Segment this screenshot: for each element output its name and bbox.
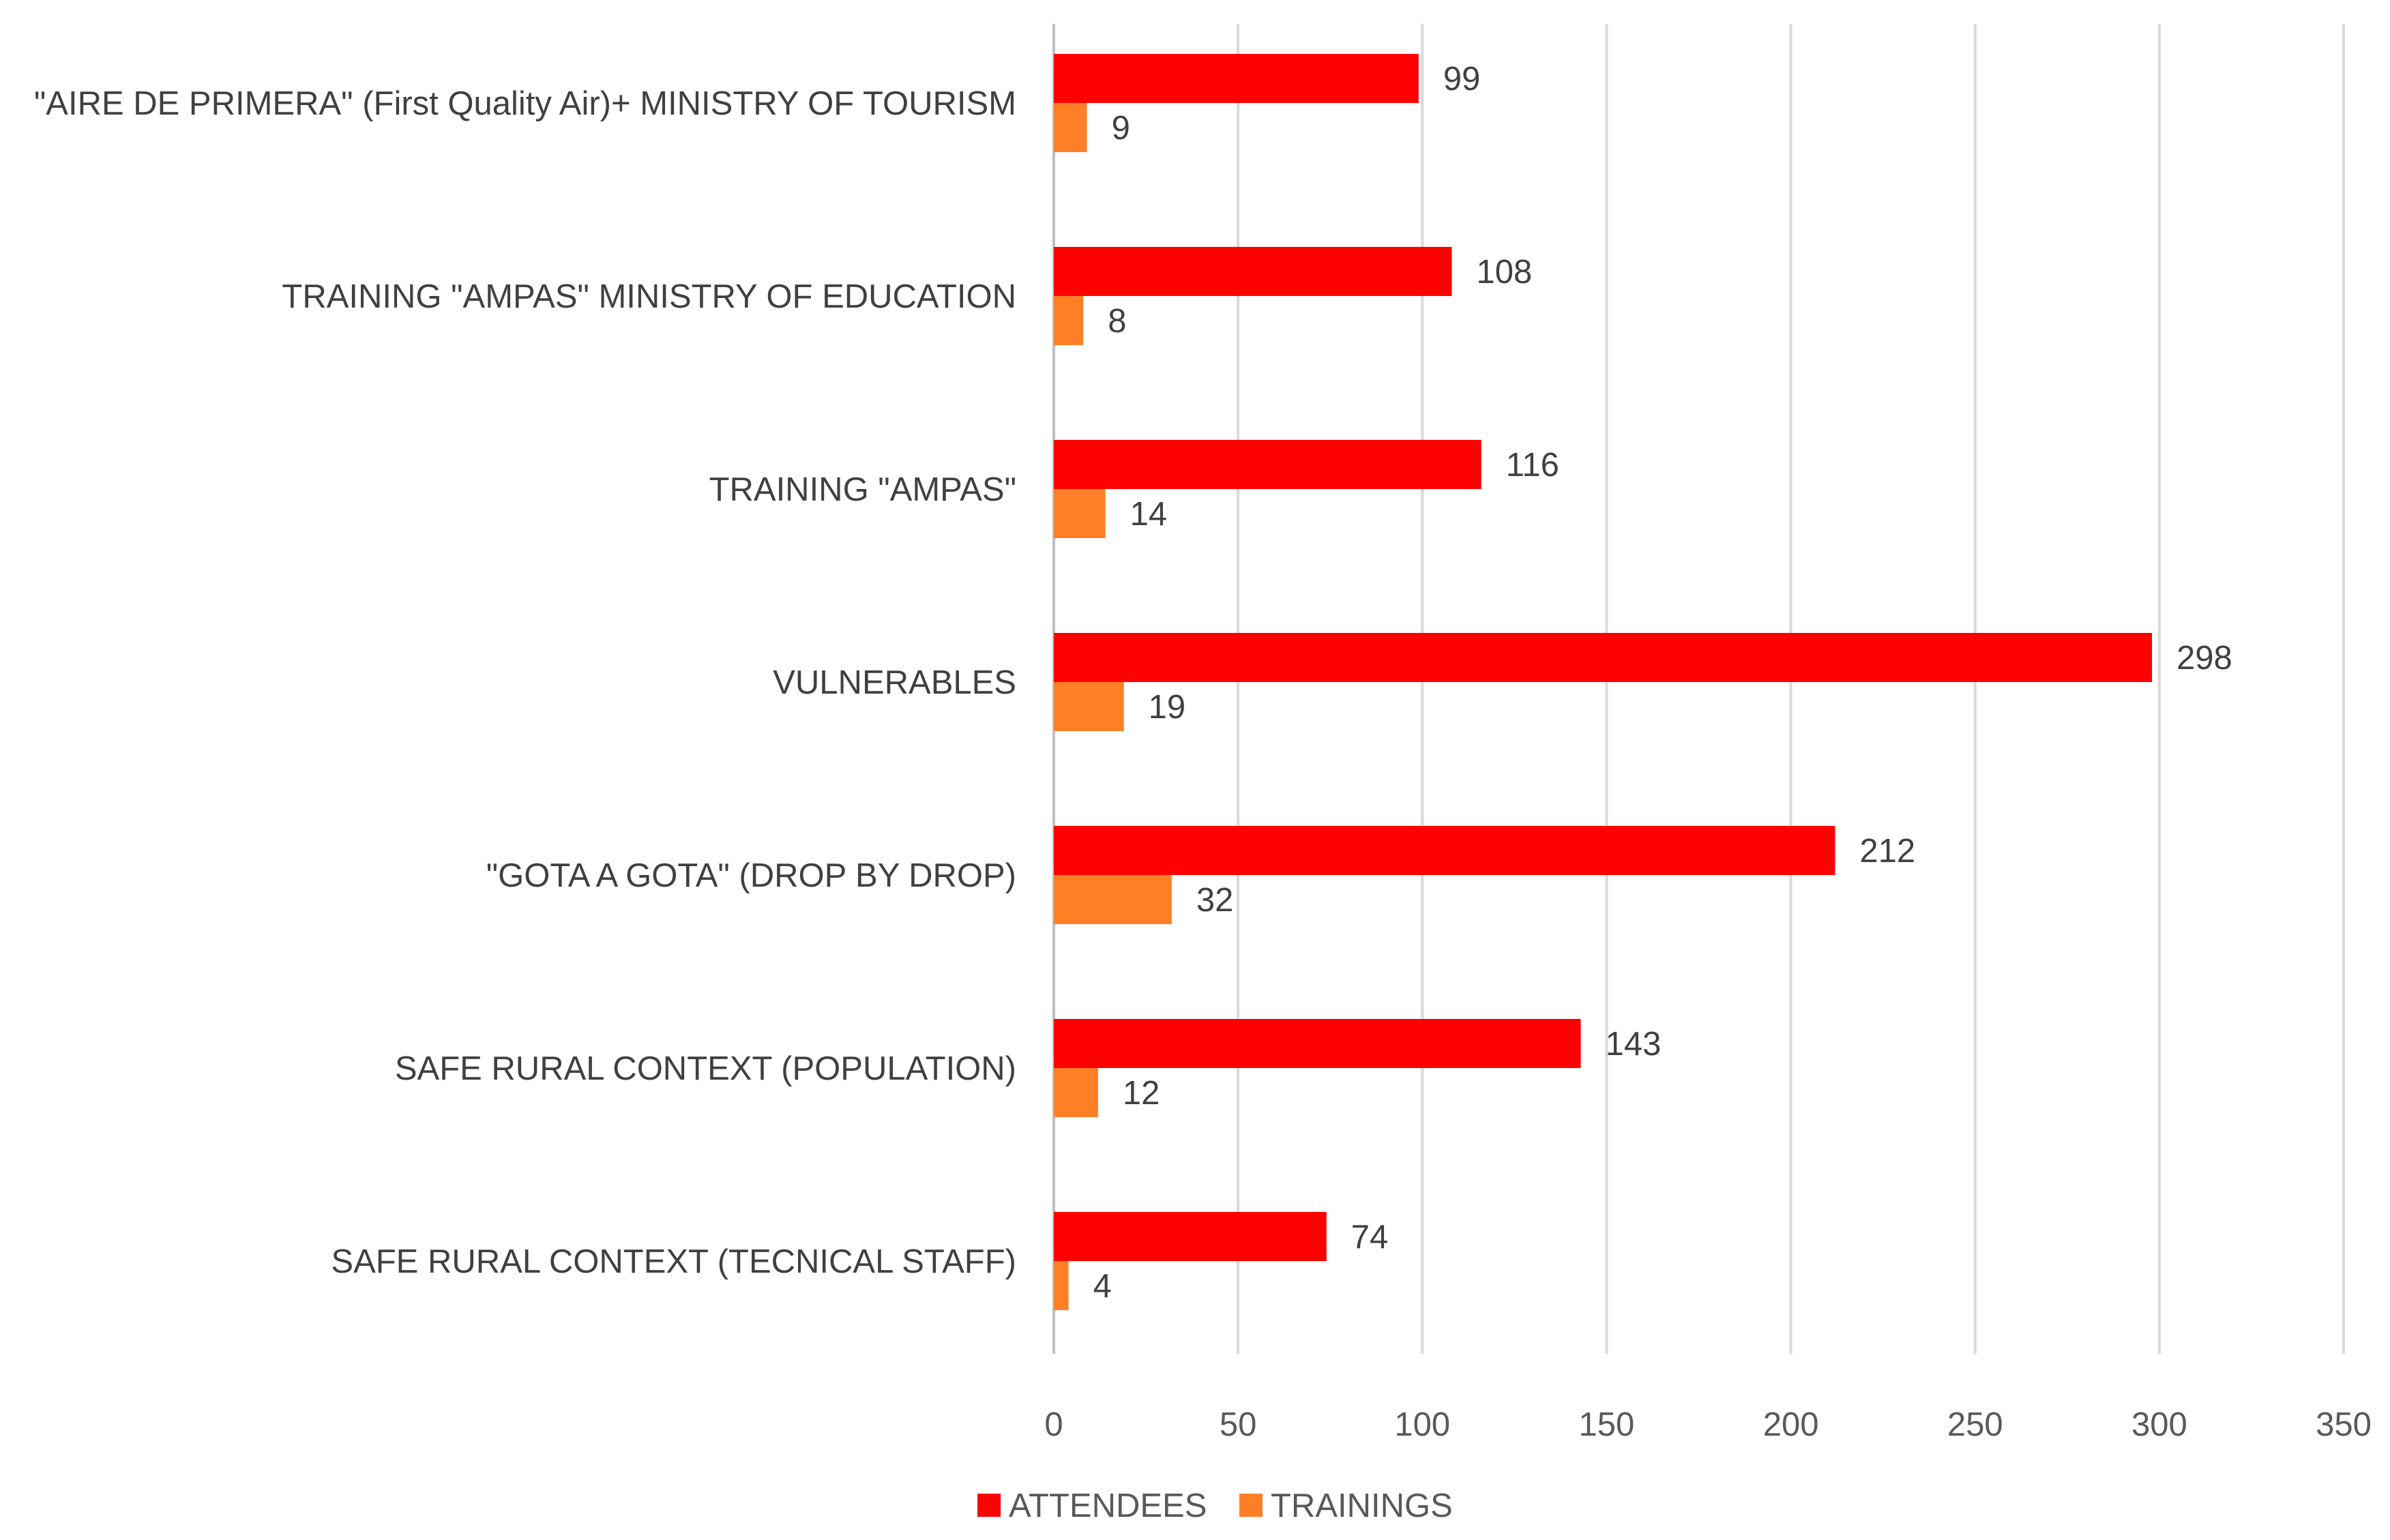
trainings-data-label: 19 — [1149, 689, 1186, 726]
legend-label-attendees: ATTENDEES — [1009, 1487, 1207, 1524]
x-tick-label: 100 — [1394, 1406, 1450, 1443]
category-labels: "AIRE DE PRIMERA" (First Quality Air)+ M… — [34, 85, 1016, 1280]
category-label: SAFE RURAL CONTEXT (POPULATION) — [395, 1050, 1016, 1087]
x-tick-label: 150 — [1579, 1406, 1635, 1443]
attendees-data-label: 143 — [1606, 1026, 1662, 1063]
gridlines — [1052, 24, 2345, 1354]
x-axis-tick-labels: 0 50 100 150 200 250 300 350 — [1044, 1406, 2372, 1443]
attendees-bar — [1054, 633, 2153, 682]
trainings-bar — [1054, 875, 1172, 924]
attendees-data-label: 74 — [1351, 1219, 1389, 1256]
attendees-data-label: 298 — [2177, 640, 2232, 677]
trainings-data-label: 8 — [1108, 303, 1126, 340]
category-label: "GOTA A GOTA" (DROP BY DROP) — [486, 857, 1016, 894]
category-label: "AIRE DE PRIMERA" (First Quality Air)+ M… — [34, 85, 1016, 122]
legend-swatch-trainings — [1239, 1494, 1263, 1517]
x-tick-label: 300 — [2131, 1406, 2187, 1443]
trainings-data-label: 32 — [1196, 882, 1234, 919]
trainings-bar — [1054, 103, 1087, 152]
trainings-bar — [1054, 296, 1084, 345]
category-label: TRAINING "AMPAS" — [709, 471, 1016, 508]
trainings-bar — [1054, 489, 1106, 538]
attendees-data-label: 108 — [1477, 254, 1533, 291]
trainings-data-label: 4 — [1093, 1268, 1112, 1305]
x-tick-label: 50 — [1220, 1406, 1257, 1443]
x-tick-label: 0 — [1044, 1406, 1063, 1443]
attendees-bar — [1054, 440, 1481, 489]
attendees-bar — [1054, 247, 1452, 296]
attendees-bar — [1054, 1019, 1581, 1068]
attendees-data-label: 212 — [1859, 833, 1915, 870]
category-label: TRAINING "AMPAS" MINISTRY OF EDUCATION — [282, 278, 1016, 315]
trainings-bar — [1054, 682, 1124, 731]
trainings-data-label: 14 — [1130, 496, 1168, 533]
legend: ATTENDEES TRAININGS — [977, 1487, 1453, 1524]
attendees-data-label: 116 — [1506, 447, 1559, 484]
attendees-data-label: 99 — [1443, 61, 1481, 98]
trainings-data-label: 9 — [1112, 110, 1130, 147]
attendees-bar — [1054, 1212, 1327, 1261]
bars — [1054, 54, 2153, 1310]
category-label: VULNERABLES — [773, 664, 1016, 701]
x-tick-label: 200 — [1763, 1406, 1819, 1443]
attendees-bar — [1054, 54, 1419, 103]
category-label: SAFE RURAL CONTEXT (TECNICAL STAFF) — [331, 1243, 1016, 1280]
legend-label-trainings: TRAININGS — [1271, 1487, 1453, 1524]
legend-swatch-attendees — [977, 1494, 1001, 1517]
trainings-data-label: 12 — [1123, 1075, 1160, 1112]
attendees-bar — [1054, 826, 1835, 875]
x-tick-label: 250 — [1947, 1406, 2003, 1443]
trainings-bar — [1054, 1068, 1098, 1117]
trainings-bar — [1054, 1261, 1069, 1310]
x-tick-label: 350 — [2316, 1406, 2372, 1443]
